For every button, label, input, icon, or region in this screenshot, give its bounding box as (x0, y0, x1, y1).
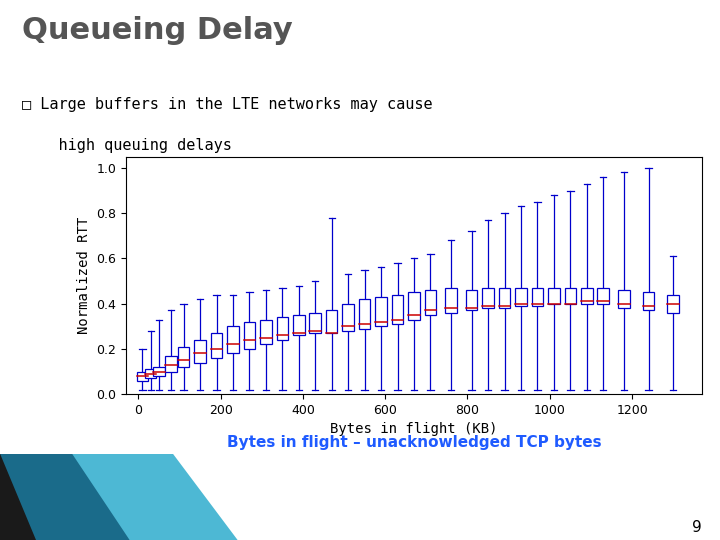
Bar (392, 295, 403, 324)
Bar (516, 288, 527, 306)
Bar (598, 288, 609, 303)
Bar (643, 292, 654, 310)
Bar (211, 333, 222, 358)
Y-axis label: Normalized RTT: Normalized RTT (77, 217, 91, 334)
Bar (276, 318, 288, 340)
Text: 9: 9 (692, 519, 702, 535)
Bar (466, 290, 477, 310)
Bar (137, 372, 148, 381)
Bar (531, 288, 543, 306)
Bar (482, 288, 494, 308)
Bar (564, 288, 576, 303)
Bar (243, 322, 255, 349)
Text: □ Large buffers in the LTE networks may cause: □ Large buffers in the LTE networks may … (22, 97, 432, 112)
Bar (293, 315, 305, 335)
Bar (166, 356, 177, 372)
Bar (425, 290, 436, 315)
Bar (228, 326, 239, 354)
Polygon shape (0, 454, 94, 540)
Bar (326, 310, 338, 333)
Bar (408, 292, 420, 320)
Polygon shape (0, 454, 216, 540)
Bar (581, 288, 593, 303)
Bar (178, 347, 189, 367)
Bar (310, 313, 321, 333)
Bar (359, 299, 370, 328)
Bar (260, 320, 271, 345)
Bar (153, 367, 165, 376)
Bar (499, 288, 510, 308)
Text: Queueing Delay: Queueing Delay (22, 16, 292, 45)
Bar (194, 340, 206, 362)
Bar (618, 290, 629, 308)
Text: high queuing delays: high queuing delays (22, 138, 231, 153)
Text: Bytes in flight – unacknowledged TCP bytes: Bytes in flight – unacknowledged TCP byt… (227, 435, 601, 450)
Bar (343, 303, 354, 331)
Bar (375, 297, 387, 326)
X-axis label: Bytes in flight (KB): Bytes in flight (KB) (330, 422, 498, 436)
Bar (445, 288, 456, 313)
Bar (667, 295, 679, 313)
Bar (145, 369, 156, 379)
Polygon shape (72, 454, 238, 540)
Bar (548, 288, 559, 303)
